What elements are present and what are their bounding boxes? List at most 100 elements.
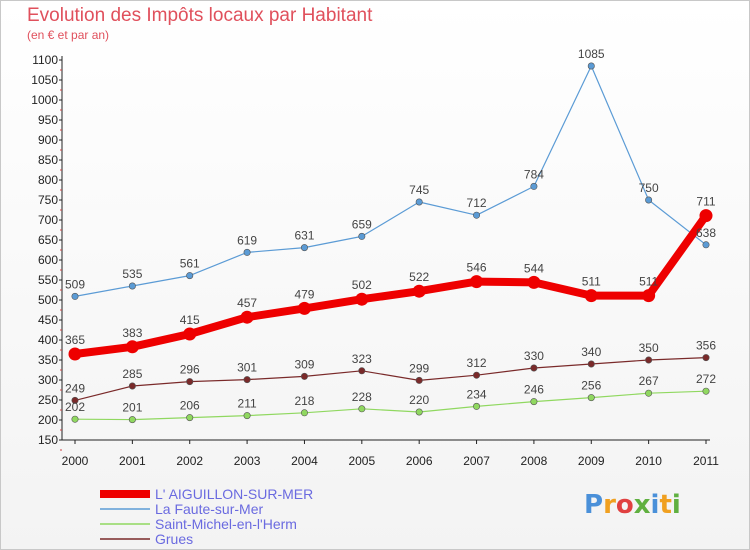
y-tick-label: 800 — [38, 173, 58, 187]
data-label: 330 — [524, 349, 544, 363]
data-point — [128, 282, 136, 290]
data-point — [300, 372, 308, 380]
data-label: 299 — [409, 361, 429, 375]
data-label: 544 — [524, 261, 544, 275]
data-label: 220 — [409, 393, 429, 407]
data-point — [702, 241, 710, 249]
series-line — [71, 211, 710, 358]
y-tick-label: 400 — [38, 333, 58, 347]
data-label: 356 — [696, 339, 716, 353]
data-label: 1085 — [578, 47, 605, 61]
data-label: 638 — [696, 226, 716, 240]
y-tick-label: 950 — [38, 113, 58, 127]
data-point — [412, 284, 426, 298]
data-point — [186, 378, 194, 386]
data-point — [186, 414, 194, 422]
data-label: 415 — [180, 313, 200, 327]
data-label: 383 — [122, 326, 142, 340]
data-point — [300, 244, 308, 252]
data-point — [240, 310, 254, 324]
data-point — [71, 292, 79, 300]
data-label: 234 — [467, 387, 487, 401]
data-point — [297, 301, 311, 315]
x-tick-label: 2006 — [406, 454, 433, 468]
y-tick-label: 1050 — [31, 73, 58, 87]
data-point — [243, 412, 251, 420]
data-label: 201 — [122, 401, 142, 415]
data-label: 509 — [65, 277, 85, 291]
data-point — [527, 275, 541, 289]
data-label: 502 — [352, 278, 372, 292]
data-point — [470, 275, 484, 289]
y-tick-label: 550 — [38, 273, 58, 287]
data-label: 711 — [696, 195, 715, 209]
y-tick-label: 750 — [38, 193, 58, 207]
data-label: 659 — [352, 217, 372, 231]
x-tick-label: 2003 — [234, 454, 261, 468]
data-label: 206 — [180, 399, 200, 413]
series-line — [74, 357, 707, 401]
data-label: 511 — [639, 275, 658, 289]
data-point — [587, 394, 595, 402]
data-point — [358, 405, 366, 413]
legend-label: Grues — [155, 531, 193, 547]
data-label: 202 — [65, 400, 85, 414]
data-label: 285 — [122, 367, 142, 381]
data-point — [587, 62, 595, 70]
data-label: 267 — [639, 374, 659, 388]
data-point — [530, 364, 538, 372]
x-tick-label: 2000 — [62, 454, 89, 468]
x-tick-label: 2009 — [578, 454, 605, 468]
data-label: 561 — [180, 257, 200, 271]
data-label: 546 — [467, 261, 487, 275]
data-label: 535 — [122, 267, 142, 281]
data-point — [587, 360, 595, 368]
data-label: 522 — [409, 270, 429, 284]
data-label: 631 — [294, 229, 314, 243]
proxiti-logo: Proxiti — [584, 490, 681, 520]
data-label: 340 — [581, 345, 601, 359]
data-point — [415, 376, 423, 384]
data-label: 272 — [696, 372, 716, 386]
data-point — [128, 382, 136, 390]
legend-label: La Faute-sur-Mer — [155, 501, 263, 517]
data-label: 246 — [524, 383, 544, 397]
legend-label: Saint-Michel-en-l'Herm — [155, 516, 297, 532]
y-tick-label: 650 — [38, 233, 58, 247]
x-tick-label: 2008 — [521, 454, 548, 468]
data-point — [128, 416, 136, 424]
data-point — [473, 371, 481, 379]
x-tick-label: 2004 — [291, 454, 318, 468]
data-label: 228 — [352, 390, 372, 404]
data-point — [702, 354, 710, 362]
data-point — [183, 327, 197, 341]
x-tick-label: 2010 — [635, 454, 662, 468]
y-tick-label: 450 — [38, 313, 58, 327]
data-label: 457 — [237, 296, 257, 310]
data-point — [358, 367, 366, 375]
data-point — [186, 272, 194, 280]
data-label: 211 — [238, 397, 257, 411]
chart-subtitle: (en € et par an) — [27, 28, 110, 42]
data-label: 301 — [237, 361, 257, 375]
data-point — [473, 211, 481, 219]
data-label: 309 — [294, 357, 314, 371]
y-tick-label: 500 — [38, 293, 58, 307]
data-point — [243, 248, 251, 256]
y-tick-label: 250 — [38, 393, 58, 407]
data-point — [243, 376, 251, 384]
x-tick-label: 2001 — [119, 454, 146, 468]
y-tick-label: 300 — [38, 373, 58, 387]
y-tick-label: 350 — [38, 353, 58, 367]
data-point — [584, 289, 598, 303]
y-tick-label: 150 — [38, 433, 58, 447]
data-point — [358, 232, 366, 240]
data-label: 619 — [237, 233, 257, 247]
data-label: 511 — [582, 275, 601, 289]
data-point — [300, 409, 308, 417]
data-label: 312 — [467, 356, 487, 370]
data-point — [530, 398, 538, 406]
data-label: 784 — [524, 167, 544, 181]
